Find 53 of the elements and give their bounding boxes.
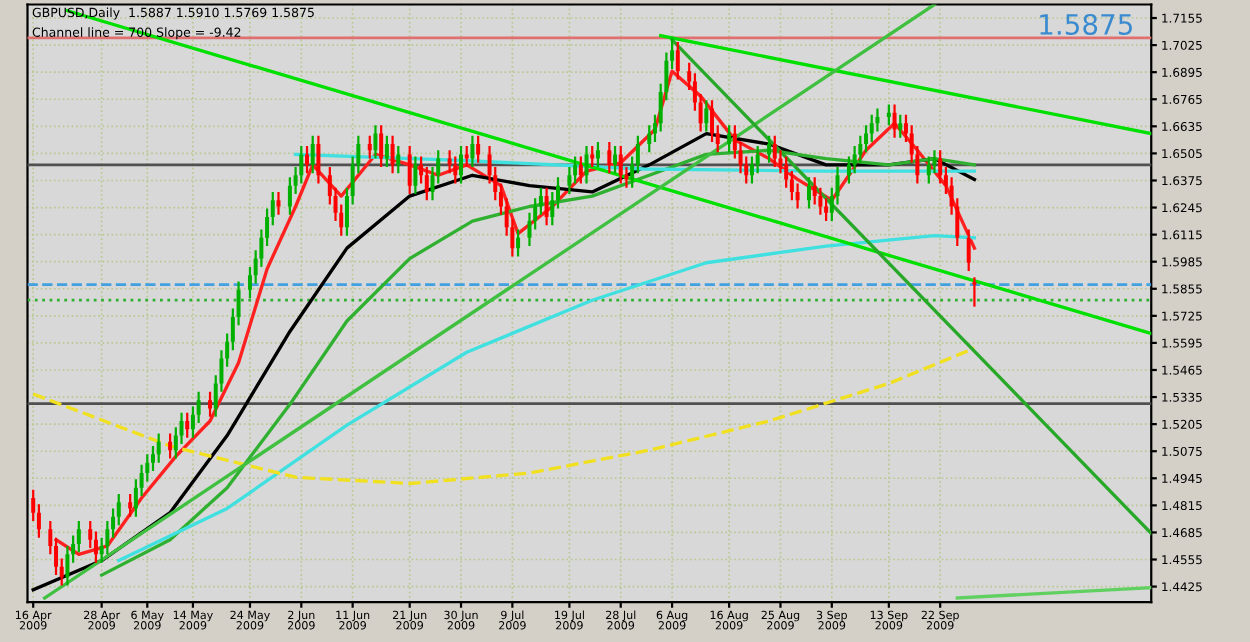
candlestick: [869, 113, 874, 144]
line-series: [117, 233, 977, 563]
candlestick: [156, 432, 161, 464]
candlestick: [396, 145, 401, 175]
candlestick: [413, 155, 418, 196]
candlestick: [516, 228, 521, 258]
candlestick: [772, 134, 777, 169]
candlestick: [972, 276, 977, 308]
candlestick: [966, 228, 971, 273]
candlestick: [886, 103, 891, 127]
line-series: [293, 152, 977, 173]
candlestick: [892, 103, 897, 139]
candlestick: [476, 134, 481, 164]
candlestick: [590, 145, 595, 169]
candlestick: [424, 165, 429, 202]
candlestick: [926, 155, 931, 185]
candlestick: [305, 145, 310, 175]
candlestick: [544, 186, 549, 227]
annotation: 1.5875: [1040, 13, 1132, 35]
line-series: [54, 69, 977, 556]
line-series: [31, 346, 977, 486]
candlestick: [128, 492, 133, 518]
candlestick: [584, 145, 589, 185]
candlestick: [710, 99, 715, 144]
candlestick: [459, 145, 464, 185]
candlestick: [567, 165, 572, 196]
candlestick: [470, 134, 475, 169]
candlestick: [310, 134, 315, 175]
candlestick: [373, 124, 378, 160]
candlestick: [675, 40, 680, 81]
candlestick: [384, 134, 389, 169]
candlestick: [613, 145, 618, 175]
candlestick: [767, 134, 772, 164]
candlestick: [168, 432, 173, 460]
candlestick: [453, 155, 458, 185]
candlestick: [407, 145, 412, 196]
candlestick: [464, 145, 469, 169]
candlestick: [618, 145, 623, 185]
candlestick: [704, 99, 709, 133]
candlestick: [367, 134, 372, 160]
candlestick: [578, 155, 583, 185]
candlestick: [390, 134, 395, 175]
candlestick: [65, 544, 70, 587]
candlestick: [208, 390, 213, 418]
candlestick: [898, 113, 903, 139]
candlestick: [276, 190, 281, 216]
candlestick: [607, 140, 612, 175]
candlestick: [727, 124, 732, 154]
candlestick: [379, 124, 384, 169]
candlestick: [595, 140, 600, 169]
candlestick: [185, 411, 190, 439]
candlestick: [316, 134, 321, 185]
candlestick: [806, 176, 811, 210]
